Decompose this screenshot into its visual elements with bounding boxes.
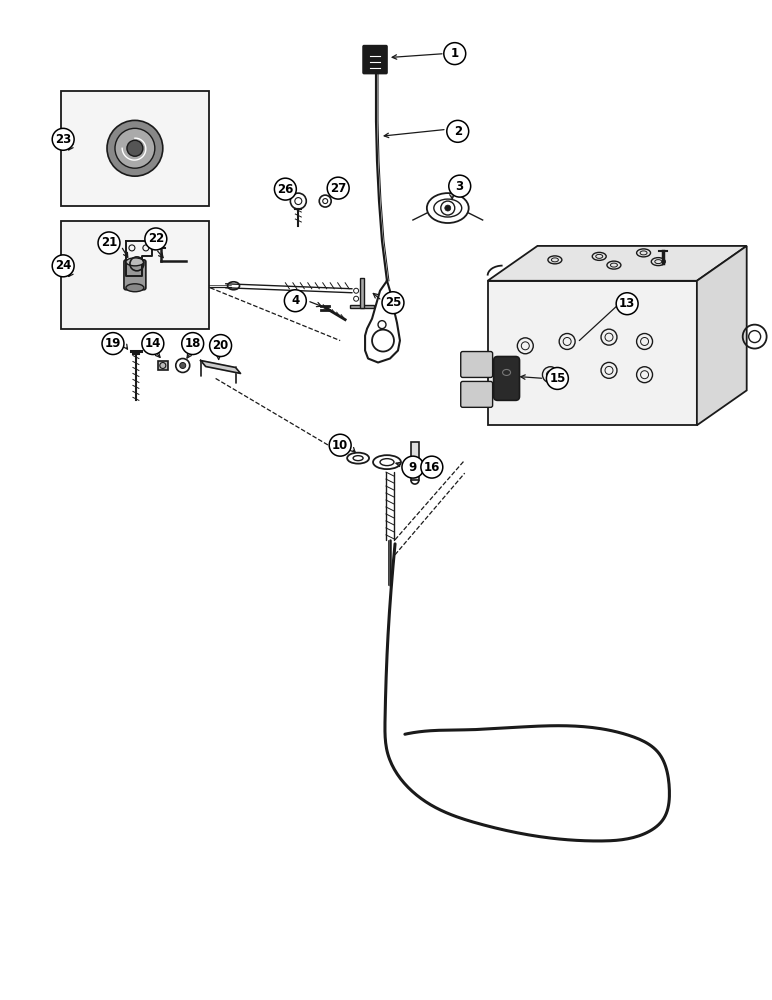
Bar: [61, 221, 208, 329]
Text: 23: 23: [55, 133, 71, 146]
Text: 21: 21: [101, 236, 117, 249]
Text: 10: 10: [332, 439, 348, 452]
Circle shape: [382, 292, 404, 314]
Circle shape: [329, 434, 351, 456]
Text: 18: 18: [185, 337, 201, 350]
Circle shape: [210, 335, 232, 357]
Circle shape: [98, 232, 120, 254]
Ellipse shape: [126, 258, 144, 266]
Text: 2: 2: [454, 125, 462, 138]
Circle shape: [444, 43, 466, 65]
Circle shape: [102, 333, 124, 355]
Text: 26: 26: [277, 183, 293, 196]
Bar: [157, 361, 168, 370]
FancyBboxPatch shape: [493, 357, 520, 400]
Text: 20: 20: [212, 339, 229, 352]
Polygon shape: [201, 361, 241, 373]
FancyBboxPatch shape: [124, 260, 146, 290]
Polygon shape: [488, 281, 697, 425]
Text: 1: 1: [451, 47, 459, 60]
Text: 14: 14: [144, 337, 161, 350]
Circle shape: [327, 177, 349, 199]
Circle shape: [284, 290, 306, 312]
Circle shape: [616, 293, 638, 315]
Circle shape: [180, 362, 186, 368]
Circle shape: [449, 175, 471, 197]
Bar: [411, 442, 419, 480]
Text: 9: 9: [409, 461, 417, 474]
Polygon shape: [697, 246, 747, 425]
Bar: [350, 305, 374, 308]
Circle shape: [181, 333, 204, 355]
Circle shape: [445, 205, 451, 211]
Text: 27: 27: [330, 182, 347, 195]
Circle shape: [107, 120, 163, 176]
Bar: [360, 278, 364, 308]
Text: 16: 16: [424, 461, 440, 474]
Circle shape: [52, 255, 74, 277]
Circle shape: [421, 456, 443, 478]
FancyBboxPatch shape: [461, 352, 493, 377]
Circle shape: [274, 178, 296, 200]
Text: 19: 19: [105, 337, 121, 350]
Text: 25: 25: [384, 296, 401, 309]
Bar: [61, 91, 208, 206]
Circle shape: [115, 128, 155, 168]
Circle shape: [52, 128, 74, 150]
Text: 4: 4: [291, 294, 300, 307]
Text: 15: 15: [549, 372, 566, 385]
FancyBboxPatch shape: [461, 381, 493, 407]
Circle shape: [127, 140, 143, 156]
Text: 3: 3: [455, 180, 464, 193]
Circle shape: [547, 367, 568, 389]
FancyBboxPatch shape: [363, 46, 387, 74]
Circle shape: [142, 333, 164, 355]
Circle shape: [145, 228, 167, 250]
Text: 24: 24: [55, 259, 71, 272]
Ellipse shape: [126, 284, 144, 292]
Text: 13: 13: [619, 297, 635, 310]
Circle shape: [447, 120, 469, 142]
Polygon shape: [488, 246, 747, 281]
Text: 22: 22: [147, 232, 164, 245]
Circle shape: [402, 456, 424, 478]
